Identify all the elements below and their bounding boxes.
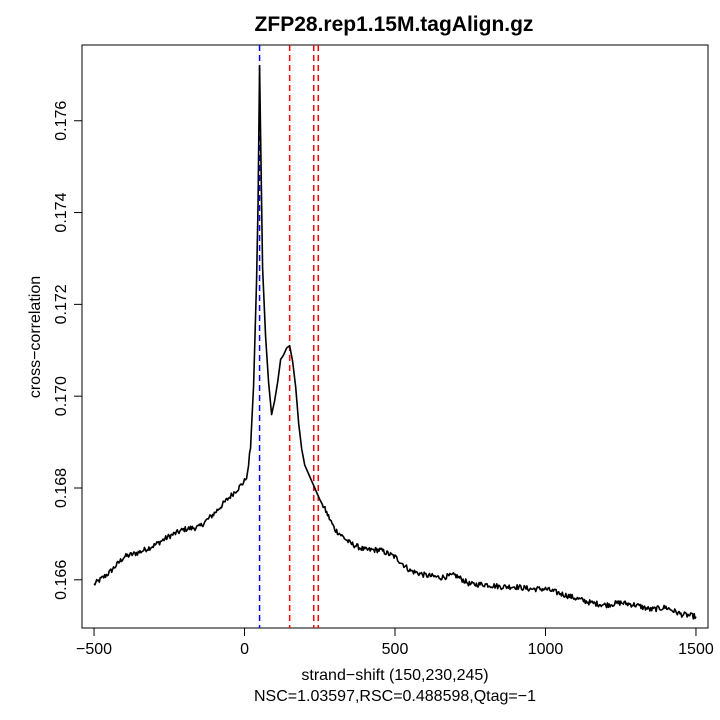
x-axis: −500 0 500 1000 1500 bbox=[76, 627, 714, 658]
y-tick-label: 0.172 bbox=[53, 284, 70, 324]
x-tick-label: 0 bbox=[240, 641, 249, 658]
y-axis: 0.166 0.168 0.170 0.172 0.174 0.176 bbox=[53, 101, 83, 600]
x-tick-label: 1500 bbox=[678, 641, 714, 658]
chart-subtitle: NSC=1.03597,RSC=0.488598,Qtag=−1 bbox=[254, 688, 536, 705]
x-tick-label: 500 bbox=[382, 641, 409, 658]
reference-lines bbox=[258, 45, 320, 628]
series-group bbox=[93, 64, 697, 620]
y-tick-label: 0.166 bbox=[53, 560, 70, 600]
x-axis-label: strand−shift (150,230,245) bbox=[301, 667, 488, 684]
x-tick-label: 1000 bbox=[528, 641, 564, 658]
y-tick-label: 0.174 bbox=[53, 192, 70, 232]
y-axis-label: cross−correlation bbox=[27, 276, 44, 398]
plot-frame bbox=[81, 44, 709, 629]
series-line bbox=[93, 64, 697, 620]
y-tick-label: 0.168 bbox=[53, 468, 70, 508]
y-tick-label: 0.170 bbox=[53, 376, 70, 416]
chart-title: ZFP28.rep1.15M.tagAlign.gz bbox=[255, 13, 534, 36]
x-tick-label: −500 bbox=[76, 641, 112, 658]
y-tick-label: 0.176 bbox=[53, 101, 70, 141]
